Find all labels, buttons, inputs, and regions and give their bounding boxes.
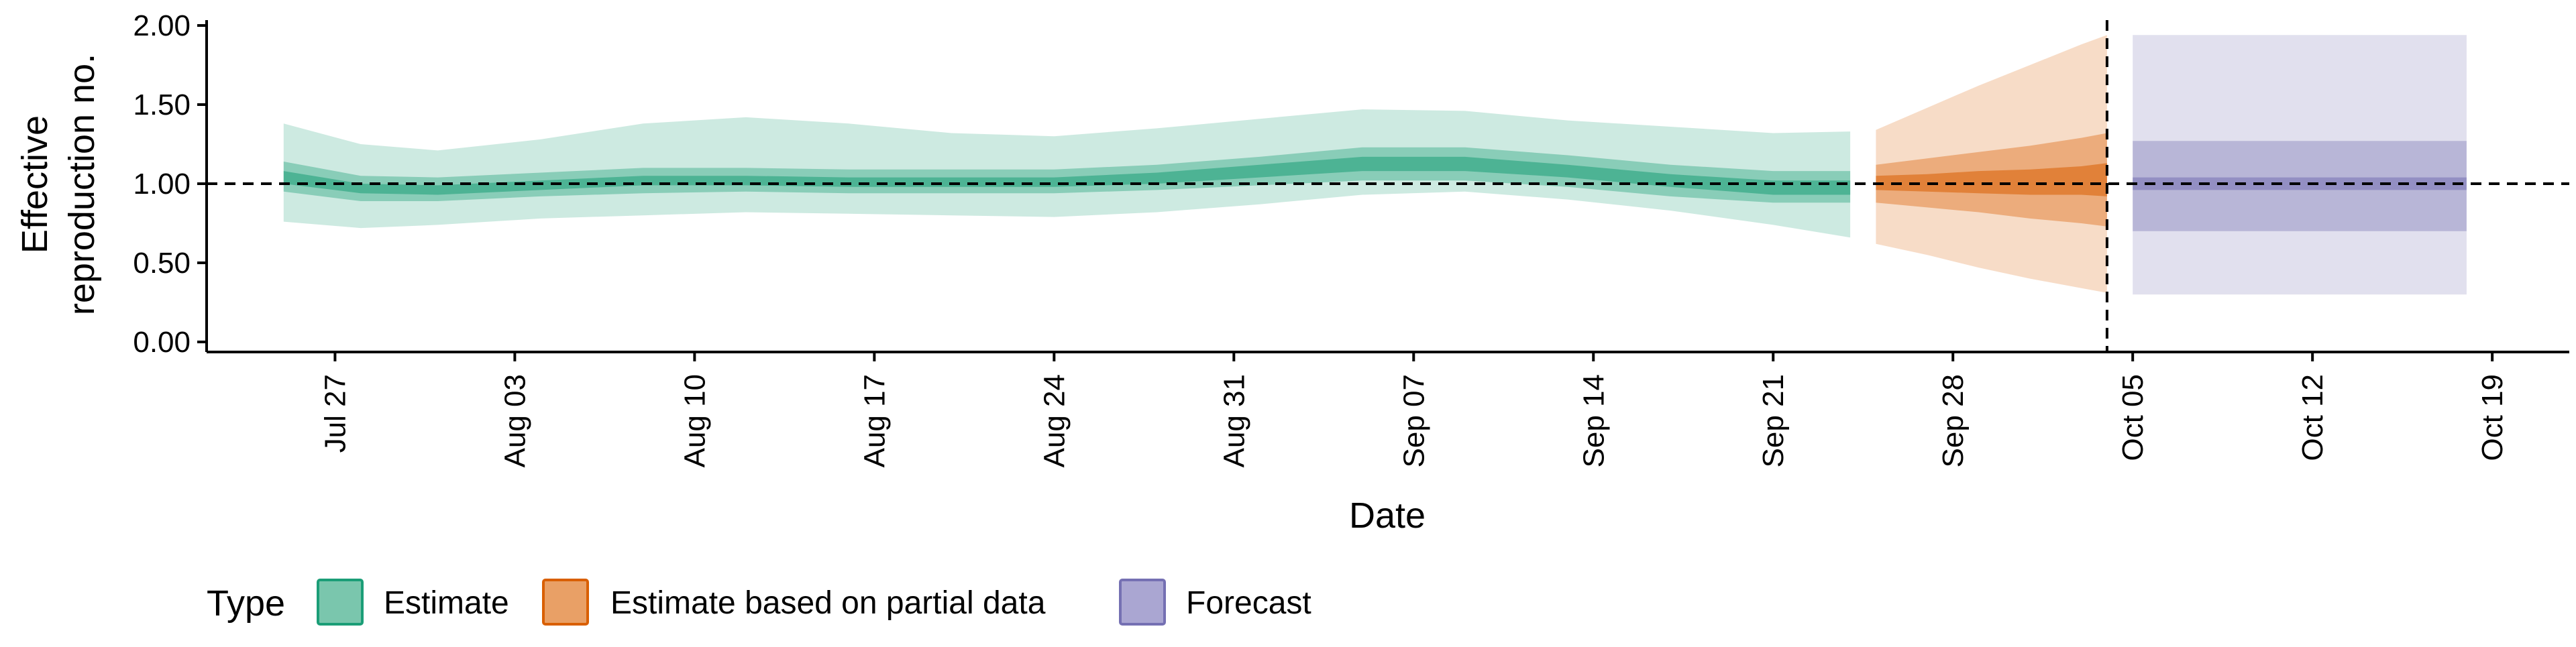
x-tick-label: Sep 28 — [1937, 374, 1970, 467]
estimate-outer-band — [283, 109, 1851, 238]
y-tick-label: 2.00 — [133, 9, 191, 42]
forecast-outer-band — [2133, 35, 2467, 295]
x-tick-label: Sep 21 — [1757, 374, 1790, 467]
x-tick-label: Aug 24 — [1038, 374, 1071, 467]
x-tick-label: Jul 27 — [319, 374, 352, 453]
y-tick-label: 1.50 — [133, 89, 191, 121]
ticks-layer: 0.00 0.50 1.00 1.50 2.00 Jul 27 Aug 03 Aug 10 Au… — [133, 9, 2509, 467]
x-tick-label: Oct 05 — [2116, 374, 2149, 461]
legend-key-estimate — [317, 579, 364, 626]
x-tick-label: Oct 12 — [2296, 374, 2329, 461]
reference-lines — [207, 20, 2569, 352]
y-tick-label: 0.00 — [133, 326, 191, 359]
x-tick-label: Aug 17 — [858, 374, 891, 467]
legend-label-partial: Estimate based on partial data — [610, 585, 1046, 621]
estimate-based-on-partial-data-outer-band — [1876, 35, 2107, 293]
x-tick-label: Aug 31 — [1218, 374, 1250, 467]
estimate-based-on-partial-data-inner-band — [1876, 163, 2107, 196]
legend-label-estimate: Estimate — [384, 585, 509, 621]
x-tick-label: Aug 03 — [498, 374, 531, 467]
axes-layer — [205, 20, 2569, 353]
y-tick-label: 0.50 — [133, 247, 191, 280]
estimate-inner-band — [283, 156, 1851, 195]
legend: Type Estimate Estimate based on partial … — [207, 579, 1311, 626]
bands-layer — [283, 35, 2467, 295]
y-tick-label: 1.00 — [133, 168, 191, 200]
legend-label-forecast: Forecast — [1186, 585, 1311, 621]
x-tick-label: Sep 14 — [1577, 374, 1610, 467]
legend-title: Type — [207, 583, 285, 624]
x-axis-title: Date — [1349, 495, 1426, 536]
y-axis-title-line-2: reproduction no. — [62, 54, 102, 315]
x-tick-label: Oct 19 — [2476, 374, 2509, 461]
x-tick-label: Sep 07 — [1397, 374, 1430, 467]
x-tick-label: Aug 10 — [678, 374, 711, 467]
legend-key-partial — [542, 579, 589, 626]
legend-key-forecast — [1119, 579, 1166, 626]
y-axis-title-line-1: Effective — [15, 115, 55, 253]
